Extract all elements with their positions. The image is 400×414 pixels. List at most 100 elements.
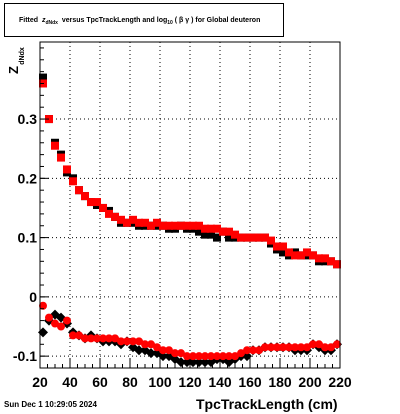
x-tick-label: 140 bbox=[208, 374, 232, 390]
data-point-square-red bbox=[249, 233, 257, 242]
data-point-square-black bbox=[225, 233, 233, 242]
data-point-square-red bbox=[207, 224, 215, 233]
data-point-square-black bbox=[39, 73, 47, 82]
data-point-square-red bbox=[81, 192, 89, 201]
data-point-square-red bbox=[111, 212, 119, 221]
x-tick-label: 160 bbox=[238, 374, 262, 390]
data-point-circle-red bbox=[171, 349, 179, 358]
data-point-circle-red bbox=[57, 322, 65, 331]
data-point-circle-red bbox=[291, 343, 299, 352]
y-axis-label-main: Z bbox=[6, 66, 21, 74]
data-point-circle-red bbox=[159, 346, 167, 355]
data-point-circle-red bbox=[261, 343, 269, 352]
data-point-square-red bbox=[261, 233, 269, 242]
y-tick-label: 0.3 bbox=[18, 111, 38, 127]
data-point-circle-red bbox=[321, 343, 329, 352]
data-point-square-red bbox=[87, 198, 95, 207]
data-point-circle-red bbox=[189, 352, 197, 361]
data-point-square-red bbox=[231, 230, 239, 239]
data-point-square-red bbox=[159, 221, 167, 230]
data-point-square-red bbox=[69, 177, 77, 186]
data-point-square-red bbox=[105, 209, 113, 218]
data-point-diamond-black bbox=[176, 357, 186, 368]
chart-title: Fitted z dNdx versus TpcTrackLength and … bbox=[4, 3, 284, 37]
data-point-circle-red bbox=[87, 334, 95, 343]
data-point-circle-red bbox=[105, 334, 113, 343]
x-tick-label: 60 bbox=[92, 374, 108, 390]
data-point-square-red bbox=[297, 251, 305, 260]
data-point-square-red bbox=[63, 165, 71, 174]
data-point-circle-red bbox=[69, 331, 77, 340]
data-point-square-red bbox=[237, 233, 245, 242]
data-point-square-red bbox=[243, 233, 251, 242]
y-tick-label: 0.1 bbox=[18, 230, 38, 246]
x-tick-label: 20 bbox=[32, 374, 48, 390]
data-point-square-red bbox=[117, 215, 125, 224]
data-point-square-red bbox=[183, 221, 191, 230]
timestamp-footer: Sun Dec 1 10:29:05 2024 bbox=[4, 400, 97, 409]
tick-labels: 20 40 60 80 100 120 140 160 180 200 220 -0.1 0 0.1 0.2… bbox=[13, 111, 352, 390]
data-point-circle-red bbox=[315, 340, 323, 349]
data-points bbox=[38, 73, 342, 368]
data-point-square-red bbox=[99, 203, 107, 212]
data-point-circle-red bbox=[273, 343, 281, 352]
data-point-square-red bbox=[195, 221, 203, 230]
data-point-square-red bbox=[255, 233, 263, 242]
data-point-circle-red bbox=[201, 352, 209, 361]
data-point-circle-red bbox=[249, 346, 257, 355]
data-point-square-red bbox=[321, 254, 329, 263]
data-point-square-red bbox=[273, 242, 281, 251]
data-point-square-red bbox=[267, 236, 275, 245]
x-tick-label: 100 bbox=[148, 374, 172, 390]
data-point-circle-red bbox=[39, 301, 47, 310]
data-point-square-red bbox=[171, 221, 179, 230]
grid-lines bbox=[39, 42, 341, 368]
data-point-circle-red bbox=[123, 337, 131, 346]
data-point-diamond-black bbox=[134, 345, 144, 356]
data-point-circle-red bbox=[63, 316, 71, 325]
data-point-square-red bbox=[225, 227, 233, 236]
title-suffix: for Global deuteron bbox=[195, 16, 261, 24]
y-tick-label: 0 bbox=[29, 289, 37, 305]
data-point-circle-red bbox=[75, 331, 83, 340]
data-point-square-red bbox=[75, 186, 83, 195]
data-point-circle-red bbox=[219, 352, 227, 361]
x-tick-label: 40 bbox=[62, 374, 78, 390]
data-point-circle-red bbox=[225, 352, 233, 361]
data-point-circle-red bbox=[129, 337, 137, 346]
data-point-circle-red bbox=[213, 352, 221, 361]
data-point-diamond-black bbox=[200, 357, 210, 368]
title-z-symbol: z bbox=[41, 16, 46, 24]
data-point-circle-red bbox=[303, 343, 311, 352]
title-middle: versus TpcTrackLength and log bbox=[61, 16, 168, 24]
data-point-square-red bbox=[153, 218, 161, 227]
title-beta-gamma: ( β γ ) bbox=[174, 16, 194, 24]
title-z-sub: dNdx bbox=[45, 20, 58, 26]
data-point-circle-red bbox=[117, 337, 125, 346]
data-point-square-red bbox=[201, 224, 209, 233]
data-point-square-black bbox=[195, 227, 203, 236]
data-point-square-black bbox=[201, 230, 209, 239]
data-point-square-red bbox=[129, 215, 137, 224]
data-point-circle-red bbox=[255, 346, 263, 355]
data-point-square-red bbox=[219, 227, 227, 236]
data-point-square-black bbox=[207, 230, 215, 239]
data-point-square-red bbox=[327, 257, 335, 266]
data-point-square-red bbox=[57, 153, 65, 162]
data-point-circle-red bbox=[279, 343, 287, 352]
data-point-circle-red bbox=[243, 346, 251, 355]
x-tick-label: 180 bbox=[268, 374, 292, 390]
data-point-circle-red bbox=[153, 343, 161, 352]
data-point-diamond-black bbox=[194, 357, 204, 368]
y-axis-label-sub: dNdx bbox=[19, 47, 26, 65]
data-point-square-red bbox=[135, 218, 143, 227]
data-point-circle-red bbox=[81, 334, 89, 343]
data-point-circle-red bbox=[267, 343, 275, 352]
data-point-circle-red bbox=[141, 340, 149, 349]
data-point-circle-red bbox=[99, 334, 107, 343]
data-point-circle-red bbox=[111, 334, 119, 343]
data-point-square-red bbox=[147, 221, 155, 230]
data-point-circle-red bbox=[183, 352, 191, 361]
data-point-square-black bbox=[279, 248, 287, 257]
